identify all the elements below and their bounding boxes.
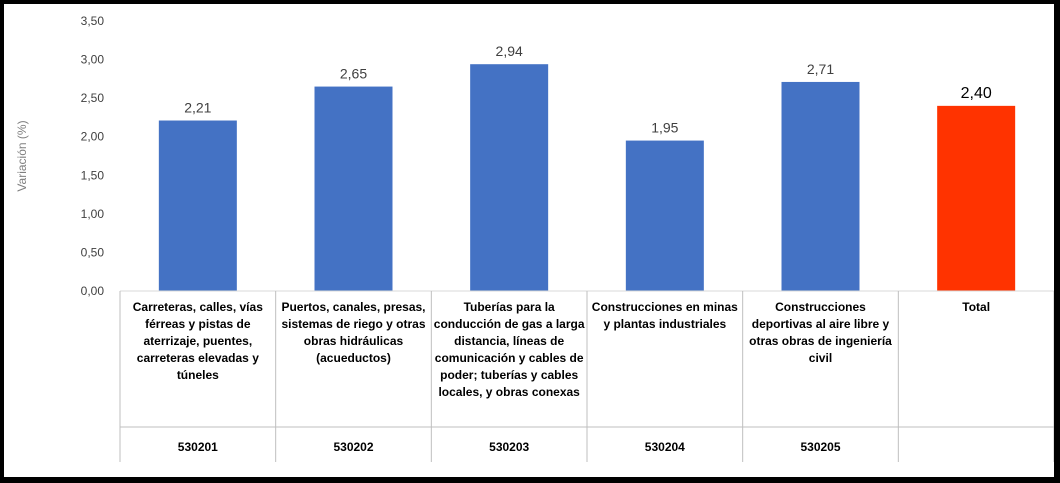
chart-frame: Variación (%) 0,00 0,50 1,00 1,50 2,00 2,50 3,0… bbox=[4, 4, 1054, 477]
category-label-cell: Tuberías para la conducción de gas a lar… bbox=[433, 300, 585, 399]
category-label: Carreteras, calles, vías férreas y pista… bbox=[132, 300, 263, 382]
y-tick-label: 2,50 bbox=[81, 91, 105, 105]
y-tick-label: 2,00 bbox=[81, 130, 105, 144]
bar bbox=[781, 81, 860, 291]
category-code: 530204 bbox=[645, 440, 685, 454]
y-axis-title: Variación (%) bbox=[15, 120, 29, 191]
category-label: Tuberías para la conducción de gas a lar… bbox=[433, 300, 585, 399]
data-label: 2,94 bbox=[496, 43, 523, 59]
category-code: 530203 bbox=[489, 440, 529, 454]
bar bbox=[625, 140, 704, 291]
bar bbox=[314, 86, 393, 291]
category-label: Construcciones en minas y plantas indust… bbox=[591, 300, 738, 331]
category-label: Total bbox=[962, 300, 991, 314]
category-label-cell: Construcciones en minas y plantas indust… bbox=[591, 300, 738, 331]
data-label: 2,21 bbox=[184, 100, 211, 116]
category-label: Construcciones deportivas al aire libre … bbox=[749, 300, 892, 365]
bar bbox=[158, 120, 237, 291]
category-label-cell: Carreteras, calles, vías férreas y pista… bbox=[132, 300, 263, 382]
data-label: 2,65 bbox=[340, 66, 367, 82]
y-tick-label: 3,50 bbox=[81, 14, 105, 28]
y-tick-label: 3,00 bbox=[81, 53, 105, 67]
y-tick-label: 0,50 bbox=[81, 245, 105, 259]
category-label-cell: Total bbox=[962, 300, 991, 314]
data-label: 2,71 bbox=[807, 61, 834, 77]
category-label-cell: Construcciones deportivas al aire libre … bbox=[749, 300, 892, 365]
category-code: 530201 bbox=[178, 440, 218, 454]
bar bbox=[470, 64, 549, 291]
category-label: Puertos, canales, presas, sistemas de ri… bbox=[281, 300, 426, 365]
data-label: 2,40 bbox=[961, 85, 992, 102]
category-code: 530202 bbox=[333, 440, 373, 454]
data-label: 1,95 bbox=[651, 120, 678, 136]
bar bbox=[937, 105, 1016, 291]
bar-chart: Variación (%) 0,00 0,50 1,00 1,50 2,00 2,50 3,0… bbox=[15, 14, 1054, 462]
category-code: 530205 bbox=[800, 440, 840, 454]
category-label-cell: Puertos, canales, presas, sistemas de ri… bbox=[281, 300, 426, 365]
y-tick-label: 0,00 bbox=[81, 284, 105, 298]
y-tick-label: 1,50 bbox=[81, 168, 105, 182]
y-tick-label: 1,00 bbox=[81, 207, 105, 221]
